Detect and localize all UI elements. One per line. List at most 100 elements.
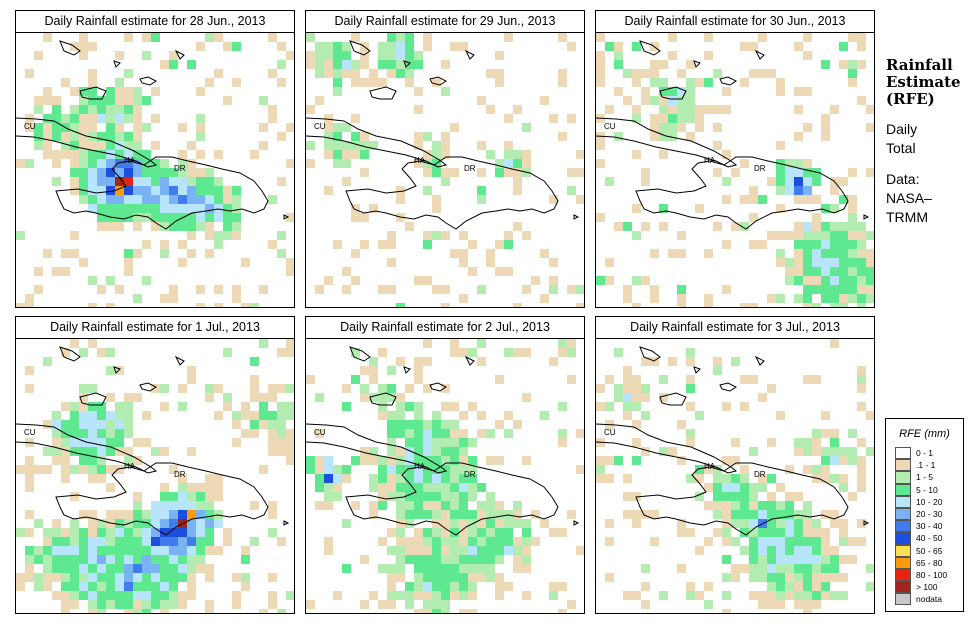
rainfall-cell (97, 195, 106, 204)
rainfall-cell (70, 492, 79, 501)
rainfall-cell (396, 501, 405, 510)
rainfall-cell (160, 60, 169, 69)
rainfall-cell (178, 555, 187, 564)
rainfall-cell (758, 573, 767, 582)
rainfall-cell (522, 285, 531, 294)
rainfall-cell (513, 105, 522, 114)
rainfall-cell (124, 402, 133, 411)
rainfall-cell (306, 60, 315, 69)
rainfall-cell (196, 177, 205, 186)
rainfall-cell (812, 447, 821, 456)
rainfall-cell (605, 537, 614, 546)
rainfall-cell (396, 60, 405, 69)
rainfall-cell (25, 123, 34, 132)
rainfall-cell (124, 204, 133, 213)
rainfall-cell (740, 303, 749, 307)
rainfall-cell (115, 150, 124, 159)
rainfall-cell (495, 51, 504, 60)
rainfall-cell (342, 564, 351, 573)
rainfall-cell (495, 168, 504, 177)
rainfall-cell (596, 276, 605, 285)
rainfall-cell (387, 483, 396, 492)
rainfall-cell (857, 276, 866, 285)
rainfall-cell (405, 402, 414, 411)
legend-swatch (895, 581, 911, 594)
rainfall-cell (79, 123, 88, 132)
coastline (345, 156, 559, 230)
rainfall-cell (848, 276, 857, 285)
rainfall-cell (731, 573, 740, 582)
rainfall-cell (115, 447, 124, 456)
rainfall-cell (513, 168, 522, 177)
rainfall-cell (650, 537, 659, 546)
rainfall-cell (378, 501, 387, 510)
rainfall-cell (659, 150, 668, 159)
rainfall-cell (142, 276, 151, 285)
rainfall-cell (740, 78, 749, 87)
rainfall-cell (857, 267, 866, 276)
rainfall-cell (468, 402, 477, 411)
rainfall-cell (396, 474, 405, 483)
rainfall-cell (169, 186, 178, 195)
rainfall-cell (866, 294, 874, 303)
rainfall-cell (79, 429, 88, 438)
rainfall-cell (641, 276, 650, 285)
rainfall-cell (758, 537, 767, 546)
rainfall-cell (169, 195, 178, 204)
rainfall-cell (52, 114, 61, 123)
rainfall-cell (178, 474, 187, 483)
rainfall-cell (214, 69, 223, 78)
rainfall-cell (151, 537, 160, 546)
rainfall-cell (268, 420, 277, 429)
rainfall-cell (369, 474, 378, 483)
rainfall-cell (205, 186, 214, 195)
rainfall-cell (414, 528, 423, 537)
rainfall-cell (79, 42, 88, 51)
rainfall-cell (605, 375, 614, 384)
rainfall-cell (115, 78, 124, 87)
rainfall-cell (459, 528, 468, 537)
legend-swatch (895, 568, 911, 582)
rainfall-cell (459, 564, 468, 573)
rainfall-cell (169, 555, 178, 564)
rainfall-cell (830, 519, 839, 528)
rainfall-cell (785, 231, 794, 240)
rainfall-cell (142, 33, 151, 42)
rainfall-cell (749, 564, 758, 573)
rainfall-cell (758, 393, 767, 402)
rainfall-cell (414, 87, 423, 96)
rainfall-cell (205, 204, 214, 213)
rainfall-cell (160, 177, 169, 186)
rainfall-cell (830, 474, 839, 483)
rainfall-cell (342, 51, 351, 60)
rainfall-cell (333, 132, 342, 141)
rainfall-cell (794, 249, 803, 258)
country-label-dr: DR (754, 164, 766, 173)
rainfall-cell (61, 456, 70, 465)
rainfall-cell (387, 60, 396, 69)
rainfall-cell (414, 582, 423, 591)
rainfall-cell (450, 537, 459, 546)
rainfall-map: CU HA DR (305, 338, 585, 614)
rainfall-cell (504, 546, 513, 555)
rainfall-cell (133, 222, 142, 231)
rainfall-cell (25, 303, 34, 307)
rainfall-cell (459, 474, 468, 483)
rainfall-cell (124, 510, 133, 519)
rainfall-cell (277, 384, 286, 393)
rainfall-cell (214, 240, 223, 249)
rainfall-cell (187, 483, 196, 492)
rainfall-cell (306, 141, 315, 150)
rainfall-cell (160, 159, 169, 168)
rainfall-cell (749, 195, 758, 204)
rainfall-cell (549, 591, 558, 600)
rainfall-cell (641, 564, 650, 573)
rainfall-cell (378, 402, 387, 411)
rainfall-cell (324, 186, 333, 195)
rainfall-cell (315, 393, 324, 402)
rainfall-cell (115, 465, 124, 474)
rainfall-cell (803, 510, 812, 519)
rainfall-cell (477, 564, 486, 573)
rainfall-cell (205, 564, 214, 573)
rainfall-cell (558, 528, 567, 537)
